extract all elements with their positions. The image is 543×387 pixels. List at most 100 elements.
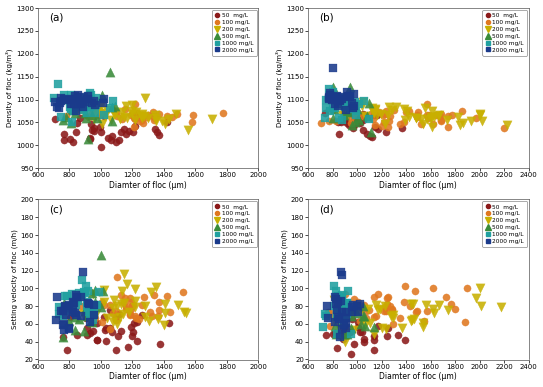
Point (368, 134, 377, 140)
X-axis label: Diamter of floc (μm): Diamter of floc (μm) (109, 181, 187, 190)
Point (322, 313, 331, 319)
Point (333, 103, 342, 109)
Point (339, 322, 348, 328)
Point (371, 124, 380, 130)
Point (335, 97, 344, 103)
Point (110, 315, 119, 321)
Point (394, 332, 402, 338)
Point (106, 137, 115, 143)
Point (333, 293, 342, 300)
Point (79, 328, 88, 334)
Point (78, 102, 87, 108)
Point (184, 127, 193, 133)
Point (81, 112, 90, 118)
Point (359, 336, 368, 342)
Point (112, 274, 121, 280)
Point (77, 313, 85, 319)
Point (163, 119, 172, 125)
Point (82, 105, 91, 111)
Point (429, 306, 438, 312)
Point (56, 307, 65, 313)
Point (334, 315, 343, 321)
Point (98, 92, 106, 98)
Point (59, 313, 67, 319)
Point (380, 119, 388, 125)
Point (117, 301, 125, 307)
Point (94, 289, 103, 295)
Point (340, 118, 349, 124)
Point (476, 111, 484, 118)
Point (358, 329, 367, 335)
Point (389, 107, 398, 113)
Point (447, 111, 456, 118)
Point (334, 303, 343, 310)
Point (71, 129, 80, 135)
Point (96, 301, 105, 307)
Point (325, 95, 334, 101)
Point (359, 127, 368, 133)
Point (81, 313, 90, 319)
Point (463, 285, 472, 291)
Point (363, 113, 372, 119)
Point (402, 108, 411, 114)
Point (333, 97, 342, 103)
Point (135, 118, 144, 124)
Point (102, 325, 110, 331)
Point (381, 110, 389, 116)
Point (128, 108, 136, 114)
Point (131, 313, 140, 319)
Point (99, 302, 108, 308)
Point (86, 318, 95, 324)
Point (406, 301, 415, 307)
Point (434, 113, 443, 119)
Point (364, 116, 373, 122)
Point (321, 115, 330, 121)
Point (338, 94, 346, 100)
Point (351, 99, 359, 105)
Point (116, 314, 124, 320)
Point (398, 325, 407, 331)
Point (342, 330, 351, 337)
Point (60, 97, 68, 103)
Point (342, 315, 350, 321)
Point (161, 121, 169, 127)
Point (83, 96, 92, 102)
Point (86, 135, 94, 141)
Point (382, 301, 391, 307)
Point (332, 94, 341, 101)
Point (343, 303, 351, 310)
Point (413, 308, 421, 315)
Point (329, 283, 338, 289)
Point (144, 115, 153, 121)
Point (109, 319, 118, 325)
Point (131, 298, 140, 305)
X-axis label: Diamter of floc (μm): Diamter of floc (μm) (109, 372, 187, 382)
Point (340, 312, 349, 319)
Point (149, 109, 157, 115)
Point (122, 304, 130, 310)
Point (102, 315, 111, 321)
Point (87, 312, 96, 319)
Point (87, 127, 96, 133)
Point (87, 112, 96, 118)
Point (334, 296, 343, 303)
Point (77, 98, 85, 104)
Point (348, 100, 357, 106)
Point (337, 326, 346, 332)
Point (349, 105, 358, 111)
Point (127, 112, 136, 118)
Point (110, 296, 118, 303)
Point (153, 129, 161, 135)
Point (381, 121, 390, 127)
Point (59, 308, 67, 314)
Point (388, 107, 396, 113)
Point (332, 306, 341, 312)
Point (64, 306, 73, 312)
Point (351, 102, 360, 108)
Point (91, 104, 99, 110)
Point (428, 121, 437, 127)
Point (76, 115, 85, 122)
Point (91, 314, 99, 320)
Point (79, 104, 87, 110)
Point (356, 301, 364, 307)
